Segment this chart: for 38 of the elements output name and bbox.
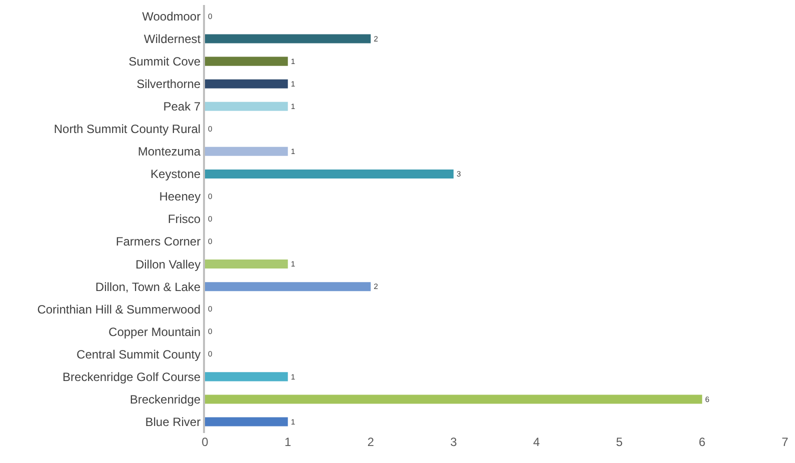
bar (205, 56, 288, 66)
y-tick-label: Heeney (159, 190, 201, 204)
y-tick-label: North Summit County Rural (54, 122, 201, 136)
x-tick-label: 6 (698, 435, 706, 449)
x-tick-label: 1 (284, 435, 292, 449)
bar (205, 282, 371, 292)
y-tick-label: Dillon Valley (135, 257, 201, 272)
y-tick-label: Woodmoor (142, 9, 201, 24)
y-tick-label: Farmers Corner (116, 234, 201, 249)
y-tick-label: Peak 7 (163, 100, 201, 114)
y-tick-label: Breckenridge (130, 392, 201, 406)
bar (205, 169, 454, 178)
x-tick-label: 2 (367, 435, 374, 449)
y-tick-label: Keystone (150, 167, 201, 182)
y-tick-label: Copper Mountain (108, 324, 201, 339)
bar (205, 146, 288, 156)
y-tick-label: Dillon, Town & Lake (95, 280, 201, 294)
bar (205, 394, 702, 404)
bar (205, 102, 288, 111)
y-tick-label: Corinthian Hill & Summerwood (37, 302, 201, 316)
x-tick-label: 7 (782, 435, 789, 449)
y-tick-label: Summit Cove (128, 54, 201, 69)
y-tick-label: Wildernest (144, 32, 202, 46)
bar (205, 79, 288, 88)
y-tick-label: Frisco (168, 212, 201, 226)
bar (205, 34, 371, 44)
y-tick-label: Central Summit County (76, 347, 201, 362)
bar (205, 260, 288, 269)
x-tick-label: 4 (533, 435, 540, 449)
y-tick-label: Breckenridge Golf Course (62, 370, 201, 384)
y-tick-label: Montezuma (138, 144, 201, 159)
y-tick-label: Silverthorne (136, 77, 201, 92)
bar (205, 372, 288, 382)
x-tick-label: 3 (450, 435, 458, 449)
bar (205, 417, 288, 426)
y-tick-label: Blue River (145, 414, 201, 429)
x-tick-label: 5 (616, 435, 623, 449)
x-tick-label: 0 (202, 435, 209, 449)
